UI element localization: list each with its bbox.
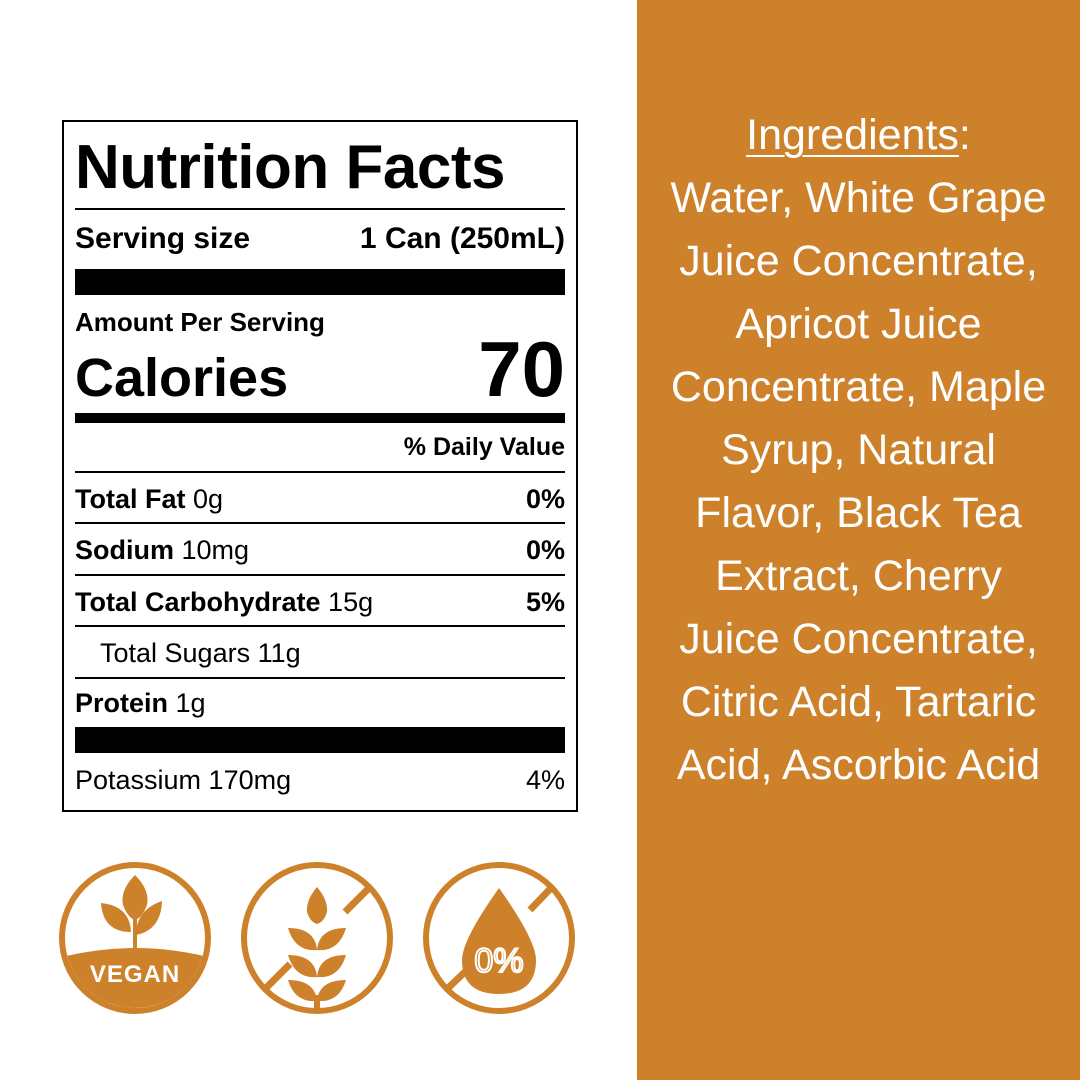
- nutrient-name: Total Carbohydrate: [75, 587, 321, 617]
- divider: [75, 625, 565, 627]
- ingredient-line: Juice Concentrate,: [679, 237, 1038, 285]
- ingredient-line: Acid, Ascorbic Acid: [676, 741, 1041, 789]
- divider: [75, 574, 565, 576]
- ingredient-line: Juice Concentrate,: [679, 615, 1038, 663]
- badges: VEGAN 0%: [58, 860, 588, 1025]
- daily-value-text: % Daily Value: [403, 433, 565, 461]
- potassium-label: Potassium 170mg: [75, 765, 292, 795]
- nutrient-name: Sodium: [75, 535, 174, 565]
- serving-size-row: Serving size 1 Can (250mL): [75, 222, 565, 256]
- ingredients-text: Ingredients: Water, White Grape Juice Co…: [637, 104, 1080, 797]
- nutrient-dv: 0%: [525, 484, 565, 514]
- nutrition-facts-label: Nutrition Facts Serving size 1 Can (250m…: [62, 120, 578, 812]
- nutrient-amount: 1g: [175, 688, 206, 718]
- zero-percent-drop-icon: 0%: [423, 862, 575, 1014]
- nutrient-dv: 5%: [525, 587, 565, 617]
- serving-value: 1 Can (250mL): [359, 222, 565, 255]
- zero-percent-text: 0%: [474, 942, 523, 980]
- nutrient-amount: 0g: [193, 484, 224, 514]
- potassium-dv: 4%: [525, 765, 565, 795]
- divider: [75, 677, 565, 679]
- amount-per-serving: Amount Per Serving: [75, 307, 325, 337]
- badge-row: VEGAN 0%: [59, 862, 575, 1014]
- heading-colon: :: [958, 111, 971, 159]
- nutrition-title: Nutrition Facts: [75, 133, 505, 202]
- divider: [75, 208, 565, 210]
- serving-label: Serving size: [75, 222, 251, 255]
- nutrient-row-sugars: Total Sugars 11g: [100, 638, 565, 669]
- ingredient-line: Apricot Juice: [735, 300, 982, 348]
- ingredients-panel: Ingredients: Water, White Grape Juice Co…: [637, 0, 1080, 1080]
- thick-divider: [75, 727, 565, 753]
- ingredient-line: Extract, Cherry: [715, 552, 1002, 600]
- vegan-plant-icon: VEGAN: [59, 862, 211, 1014]
- calories-row: Calories 70: [75, 330, 565, 409]
- nutrient-name: Protein: [75, 688, 169, 718]
- potassium-row: Potassium 170mg 4%: [75, 765, 565, 796]
- divider: [75, 522, 565, 524]
- calories-label: Calories: [75, 348, 289, 408]
- ingredient-line: Citric Acid, Tartaric: [680, 678, 1037, 726]
- nutrient-row-total-fat: Total Fat 0g 0%: [75, 484, 565, 515]
- nutrient-row-carbohydrate: Total Carbohydrate 15g 5%: [75, 587, 565, 618]
- nutrient-dv: 0%: [525, 535, 565, 565]
- ingredient-line: Water, White Grape: [670, 174, 1047, 222]
- ingredient-line: Syrup, Natural: [721, 426, 996, 474]
- vegan-text: VEGAN: [90, 961, 180, 988]
- nutrient-name: Total Sugars 11g: [100, 638, 301, 668]
- ingredient-line: Flavor, Black Tea: [695, 489, 1022, 537]
- nutrient-amount: 15g: [328, 587, 374, 617]
- nutrient-name: Total Fat: [75, 484, 186, 514]
- medium-divider: [75, 413, 565, 423]
- nutrient-row-sodium: Sodium 10mg 0%: [75, 535, 565, 566]
- thick-divider: [75, 269, 565, 295]
- ingredients-heading: Ingredients: [746, 111, 959, 159]
- daily-value-header: % Daily Value: [75, 433, 565, 462]
- calories-value: 70: [478, 325, 565, 413]
- gluten-free-wheat-icon: [241, 862, 393, 1014]
- nutrient-row-protein: Protein 1g: [75, 688, 565, 719]
- ingredient-line: Concentrate, Maple: [670, 363, 1047, 411]
- divider: [75, 471, 565, 473]
- nutrient-amount: 10mg: [181, 535, 250, 565]
